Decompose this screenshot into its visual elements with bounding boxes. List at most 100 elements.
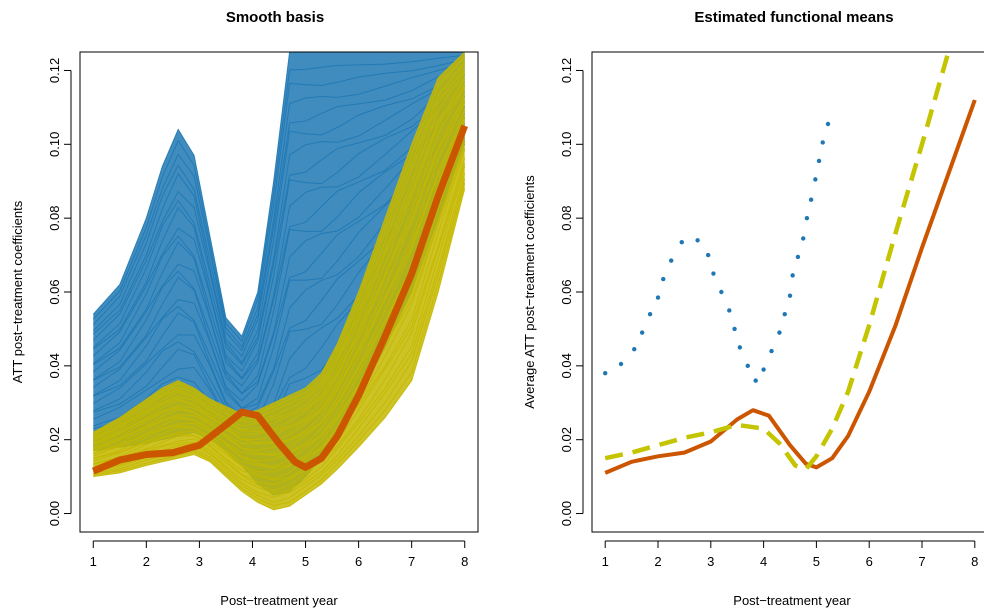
x-tick-label: 4 <box>249 554 256 569</box>
series-line <box>604 99 977 475</box>
x-tick-label: 2 <box>654 554 661 569</box>
y-tick-label: 0.02 <box>47 427 62 452</box>
data-point <box>679 239 684 245</box>
y-tick-label: 0.04 <box>47 353 62 378</box>
right-plot-frame <box>591 51 984 533</box>
left-x-axis: 1 2 3 4 5 6 7 8 <box>90 540 468 569</box>
y-tick-label: 0.06 <box>559 279 574 304</box>
left-plot-frame <box>79 51 479 533</box>
data-point <box>808 197 814 202</box>
band-curve <box>93 85 466 387</box>
band-curve <box>93 116 466 455</box>
left-panel-bands <box>92 52 466 511</box>
left-y-axis-label: ATT post−treatment coefficients <box>10 200 25 383</box>
band-curve <box>93 182 466 507</box>
right-panel-series <box>603 52 977 475</box>
series-line <box>91 124 468 475</box>
band-curve <box>92 73 465 366</box>
band-curve <box>93 147 466 480</box>
right-y-axis-label: Average ATT post−treatment coefficients <box>522 175 537 409</box>
data-point <box>732 326 737 332</box>
data-point <box>745 363 750 369</box>
data-point <box>655 295 661 300</box>
band-curve <box>92 80 466 379</box>
data-point <box>801 236 806 241</box>
left-x-axis-label: Post−treatment year <box>220 593 338 608</box>
data-point <box>711 271 716 276</box>
band-curve <box>93 110 466 452</box>
band-fill <box>93 52 465 510</box>
band-curve <box>93 102 466 409</box>
x-tick-label: 8 <box>971 554 978 569</box>
y-tick-label: 0.10 <box>559 132 574 157</box>
right-x-axis-label: Post−treatment year <box>733 593 851 608</box>
band-curve <box>93 106 466 410</box>
x-tick-label: 6 <box>866 554 873 569</box>
y-tick-label: 0.12 <box>47 58 62 83</box>
y-tick-label: 0.02 <box>559 427 574 452</box>
data-point <box>705 252 711 258</box>
band-curve <box>92 91 466 394</box>
band-curve <box>93 94 466 447</box>
band-curve <box>93 86 466 445</box>
band-curve <box>92 54 465 343</box>
right-x-axis: 1 2 3 4 5 6 7 8 <box>602 540 978 569</box>
band-curve <box>93 56 466 435</box>
band-curve <box>92 52 465 338</box>
x-tick-label: 8 <box>461 554 468 569</box>
data-point <box>790 273 795 278</box>
band-curve <box>92 69 465 364</box>
y-tick-label: 0.00 <box>559 501 574 526</box>
x-tick-label: 7 <box>918 554 925 569</box>
data-point <box>647 311 653 317</box>
data-point <box>777 330 782 335</box>
band-curve <box>92 62 465 352</box>
left-y-axis: 0.00 0.02 0.04 0.06 0.08 0.10 0.12 <box>47 58 72 526</box>
band-curve <box>93 163 466 492</box>
data-point <box>787 293 793 298</box>
data-point <box>761 367 766 372</box>
data-point <box>782 311 787 317</box>
x-tick-label: 4 <box>760 554 767 569</box>
x-tick-label: 5 <box>813 554 820 569</box>
data-point <box>825 121 831 127</box>
data-point <box>813 177 818 182</box>
band-curve <box>93 96 466 402</box>
y-tick-label: 0.06 <box>47 279 62 304</box>
band-curve <box>93 188 466 511</box>
left-panel-title: Smooth basis <box>226 9 324 26</box>
left-panel-series <box>91 124 468 475</box>
data-point <box>603 371 608 376</box>
data-point <box>632 347 637 352</box>
right-panel: Estimated functional means 1 2 3 4 5 6 7 8 0.00… <box>522 9 984 608</box>
band-curve <box>93 100 466 449</box>
data-point <box>639 330 645 335</box>
y-tick-label: 0.00 <box>47 501 62 526</box>
x-tick-label: 3 <box>707 554 714 569</box>
right-y-axis: 0.00 0.02 0.04 0.06 0.08 0.10 0.12 <box>559 58 584 526</box>
band-curve <box>93 62 466 437</box>
band-curve <box>92 58 465 348</box>
band-curve <box>93 117 466 456</box>
band-curve <box>93 95 466 395</box>
y-tick-label: 0.10 <box>47 132 62 157</box>
band-curve <box>93 149 466 481</box>
series-line <box>604 52 951 472</box>
data-point <box>769 348 774 354</box>
data-point <box>795 254 801 260</box>
band-curve <box>93 157 466 486</box>
x-tick-label: 1 <box>602 554 609 569</box>
data-point <box>816 158 822 164</box>
y-tick-label: 0.08 <box>559 205 574 230</box>
data-point <box>727 308 732 313</box>
data-point <box>695 238 700 243</box>
x-tick-label: 5 <box>302 554 309 569</box>
y-tick-label: 0.08 <box>47 205 62 230</box>
y-tick-label: 0.12 <box>559 58 574 83</box>
data-point <box>737 345 743 350</box>
y-tick-label: 0.04 <box>559 353 574 378</box>
band-curve <box>92 64 465 357</box>
band-curve <box>93 101 466 450</box>
data-point <box>618 361 624 367</box>
